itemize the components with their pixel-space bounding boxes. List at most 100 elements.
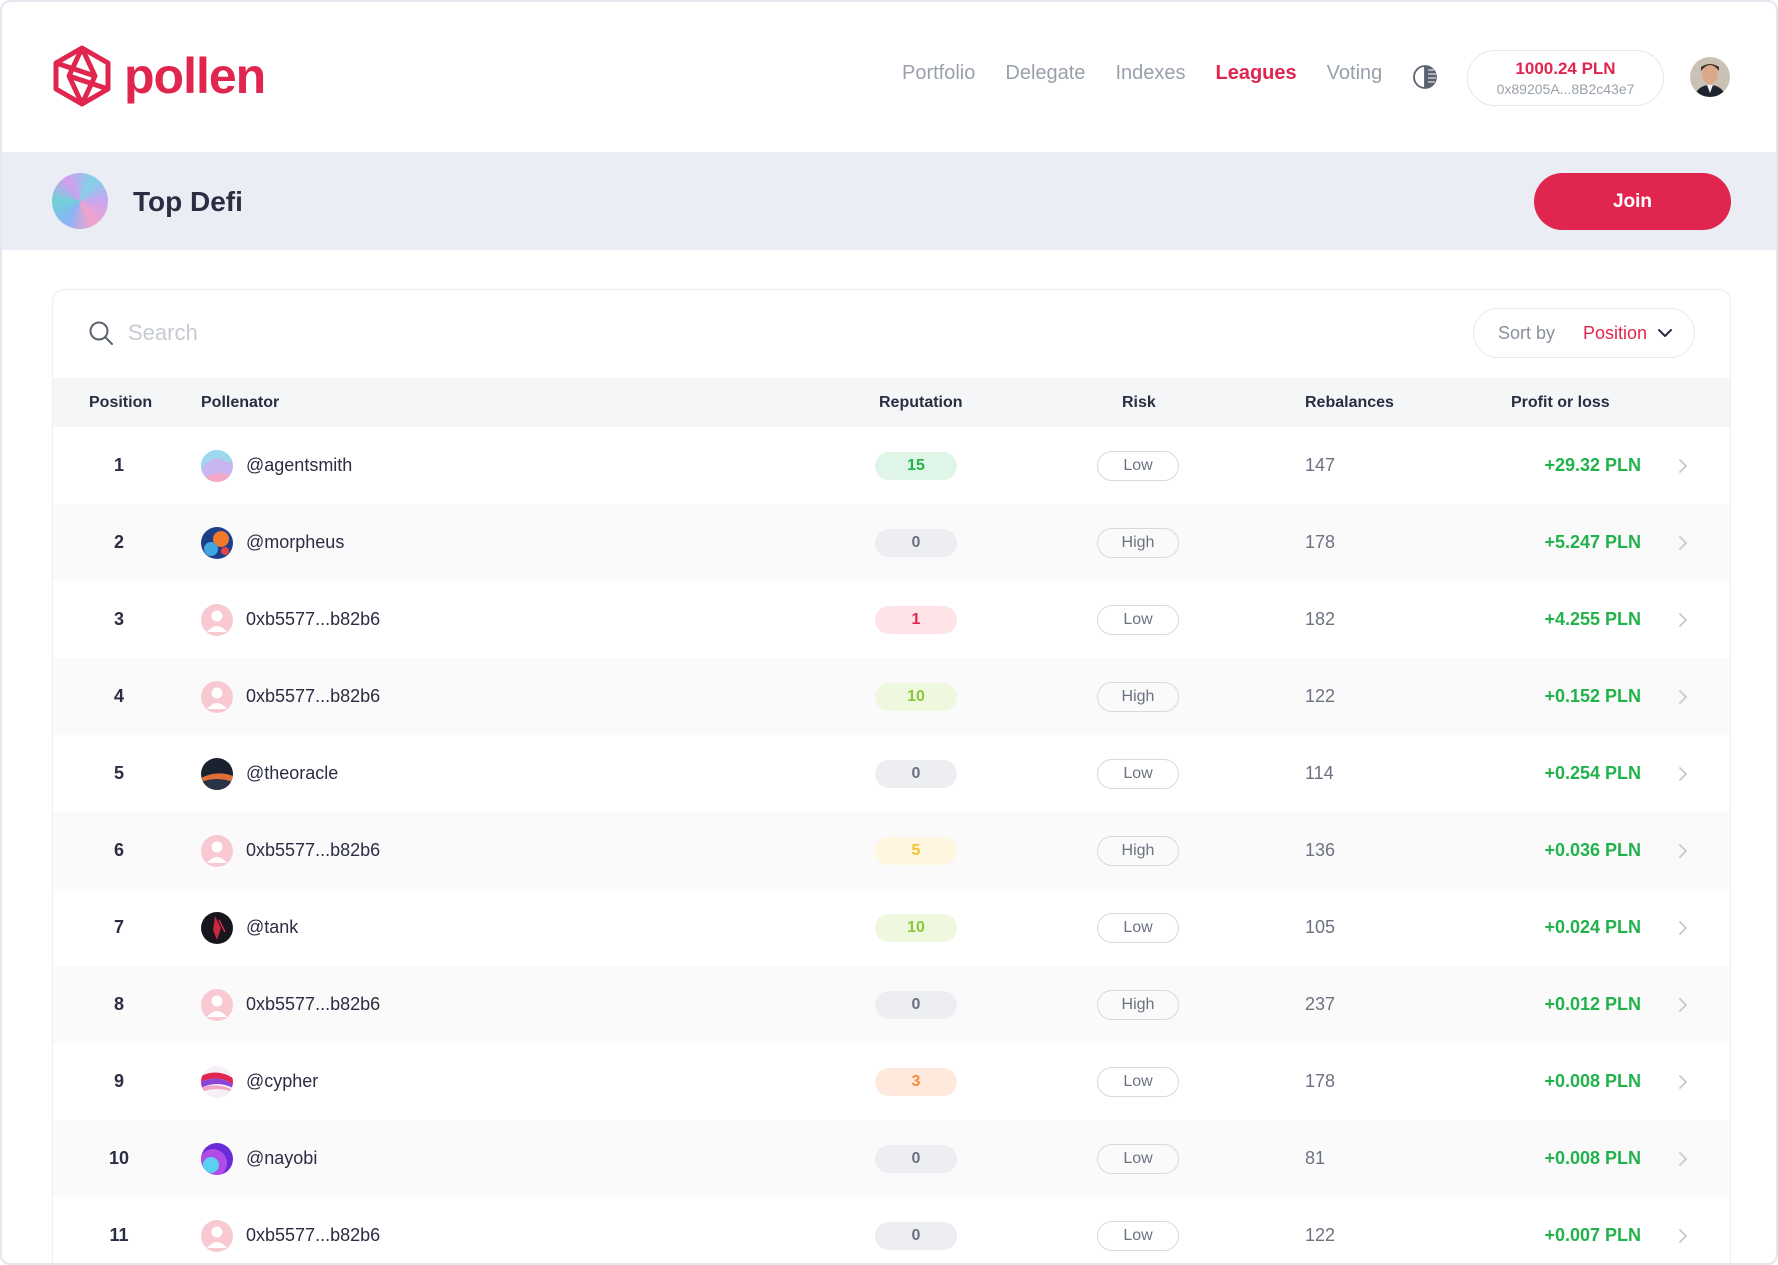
table-row[interactable]: 6 0xb5577...b82b6 5 High 136 +0.036 PLN bbox=[53, 812, 1730, 889]
reputation-badge: 15 bbox=[875, 451, 957, 480]
header-reputation[interactable]: Reputation bbox=[879, 394, 963, 411]
pollenator-name[interactable]: 0xb5577...b82b6 bbox=[246, 609, 381, 629]
table-row[interactable]: 2 @morpheus 0 High 178 +5.247 PLN bbox=[53, 504, 1730, 581]
league-banner: Top Defi Join bbox=[2, 152, 1776, 250]
pastel-swirl-avatar bbox=[201, 449, 233, 482]
pollenator-name[interactable]: @agentsmith bbox=[246, 455, 353, 475]
reputation-badge: 0 bbox=[875, 1221, 957, 1250]
theme-toggle-icon[interactable] bbox=[1412, 64, 1438, 90]
table-row[interactable]: 3 0xb5577...b82b6 1 Low 182 +4.255 PLN bbox=[53, 581, 1730, 658]
row-profit-or-loss: +0.254 PLN bbox=[1544, 763, 1641, 783]
sort-dropdown[interactable]: Sort by Position bbox=[1473, 308, 1695, 358]
header-risk[interactable]: Risk bbox=[1122, 394, 1156, 411]
pollenator-name[interactable]: @morpheus bbox=[246, 532, 345, 552]
nav-leagues[interactable]: Leagues bbox=[1215, 62, 1297, 84]
pollenator-name[interactable]: 0xb5577...b82b6 bbox=[246, 840, 381, 860]
header-pollenator[interactable]: Pollenator bbox=[201, 394, 280, 411]
wallet-button[interactable]: 1000.24 PLN 0x89205A...8B2c43e7 bbox=[1467, 50, 1664, 106]
row-risk: Low bbox=[1097, 735, 1179, 812]
row-risk: High bbox=[1097, 658, 1179, 735]
row-profit-or-loss: +0.008 PLN bbox=[1544, 1148, 1641, 1168]
row-pollenator: @agentsmith bbox=[201, 427, 352, 504]
row-reputation: 0 bbox=[875, 1197, 957, 1263]
row-profit-or-loss: +0.007 PLN bbox=[1544, 1225, 1641, 1245]
row-chevron[interactable] bbox=[1673, 581, 1693, 658]
row-position: 11 bbox=[109, 1225, 129, 1245]
reputation-badge: 0 bbox=[875, 990, 957, 1019]
nav-portfolio[interactable]: Portfolio bbox=[902, 62, 976, 84]
reputation-badge: 0 bbox=[875, 759, 957, 788]
row-position: 10 bbox=[108, 1148, 130, 1168]
default-user-avatar bbox=[201, 988, 233, 1021]
row-chevron[interactable] bbox=[1673, 504, 1693, 581]
chevron-right-icon bbox=[1679, 535, 1687, 550]
table-row[interactable]: 1 @agentsmith 15 Low 147 +29.32 PLN bbox=[53, 427, 1730, 504]
table-header: Position Pollenator Reputation Risk Reba… bbox=[53, 378, 1730, 427]
chevron-right-icon bbox=[1679, 920, 1687, 935]
header-rebalances[interactable]: Rebalances bbox=[1305, 394, 1394, 411]
risk-badge: Low bbox=[1097, 1066, 1179, 1097]
header-profit-or-loss[interactable]: Profit or loss bbox=[1511, 394, 1610, 411]
reputation-badge: 0 bbox=[875, 528, 957, 557]
nav-delegate[interactable]: Delegate bbox=[1005, 62, 1086, 84]
row-position: 1 bbox=[113, 455, 124, 475]
row-reputation: 0 bbox=[875, 1120, 957, 1197]
user-photo-icon bbox=[1690, 57, 1730, 97]
row-profit-or-loss: +0.036 PLN bbox=[1544, 840, 1641, 860]
brand-logo[interactable]: pollen bbox=[50, 44, 266, 108]
table-row[interactable]: 9 @cypher 3 Low 178 +0.008 PLN bbox=[53, 1043, 1730, 1120]
row-chevron[interactable] bbox=[1673, 966, 1693, 1043]
row-rebalances: 81 bbox=[1305, 1148, 1326, 1168]
row-chevron[interactable] bbox=[1673, 1043, 1693, 1120]
row-chevron[interactable] bbox=[1673, 1197, 1693, 1263]
sort-label: Sort by bbox=[1498, 322, 1556, 343]
table-row[interactable]: 7 @tank 10 Low 105 +0.024 PLN bbox=[53, 889, 1730, 966]
table-row[interactable]: 5 @theoracle 0 Low 114 +0.254 PLN bbox=[53, 735, 1730, 812]
row-reputation: 0 bbox=[875, 966, 957, 1043]
league-avatar bbox=[52, 173, 108, 229]
row-risk: Low bbox=[1097, 1120, 1179, 1197]
top-navigation-bar: pollen Portfolio Delegate Indexes League… bbox=[2, 2, 1776, 152]
row-pollenator: 0xb5577...b82b6 bbox=[201, 581, 380, 658]
pollenator-name[interactable]: @theoracle bbox=[246, 763, 339, 783]
chevron-right-icon bbox=[1679, 843, 1687, 858]
table-row[interactable]: 10 @nayobi 0 Low 81 +0.008 PLN bbox=[53, 1120, 1730, 1197]
user-avatar[interactable] bbox=[1690, 57, 1730, 97]
row-rebalances: 136 bbox=[1305, 840, 1336, 860]
row-reputation: 1 bbox=[875, 581, 957, 658]
search-input[interactable] bbox=[128, 320, 728, 346]
row-rebalances: 114 bbox=[1305, 763, 1334, 783]
nav-indexes[interactable]: Indexes bbox=[1115, 62, 1186, 84]
nav-voting[interactable]: Voting bbox=[1326, 62, 1383, 84]
pollenator-name[interactable]: @tank bbox=[246, 917, 299, 937]
row-risk: High bbox=[1097, 812, 1179, 889]
row-chevron[interactable] bbox=[1673, 735, 1693, 812]
row-rebalances: 122 bbox=[1305, 1225, 1336, 1245]
pollenator-name[interactable]: 0xb5577...b82b6 bbox=[246, 994, 381, 1014]
table-row[interactable]: 8 0xb5577...b82b6 0 High 237 +0.012 PLN bbox=[53, 966, 1730, 1043]
row-chevron[interactable] bbox=[1673, 812, 1693, 889]
row-position: 6 bbox=[113, 840, 124, 860]
row-profit-or-loss: +0.012 PLN bbox=[1544, 994, 1641, 1014]
row-chevron[interactable] bbox=[1673, 427, 1693, 504]
join-button[interactable]: Join bbox=[1534, 173, 1731, 230]
pollenator-name[interactable]: @nayobi bbox=[246, 1148, 318, 1168]
row-chevron[interactable] bbox=[1673, 658, 1693, 735]
default-user-avatar bbox=[201, 680, 233, 713]
row-risk: Low bbox=[1097, 1043, 1179, 1120]
row-chevron[interactable] bbox=[1673, 889, 1693, 966]
dark-red-figure-avatar bbox=[201, 911, 233, 944]
row-profit-or-loss: +0.024 PLN bbox=[1544, 917, 1641, 937]
purple-planet-avatar bbox=[201, 1142, 233, 1175]
reputation-badge: 10 bbox=[875, 682, 957, 711]
table-row[interactable]: 4 0xb5577...b82b6 10 High 122 +0.152 PLN bbox=[53, 658, 1730, 735]
row-chevron[interactable] bbox=[1673, 1120, 1693, 1197]
table-row[interactable]: 11 0xb5577...b82b6 0 Low 122 +0.007 PLN bbox=[53, 1197, 1730, 1263]
pollenator-name[interactable]: 0xb5577...b82b6 bbox=[246, 1225, 381, 1245]
row-risk: High bbox=[1097, 504, 1179, 581]
pollenator-name[interactable]: 0xb5577...b82b6 bbox=[246, 686, 381, 706]
leaderboard-rows: 1 @agentsmith 15 Low 147 +29.32 PLN 2 @m… bbox=[53, 427, 1730, 1263]
pollenator-name[interactable]: @cypher bbox=[246, 1071, 319, 1091]
row-position: 8 bbox=[113, 994, 124, 1014]
header-position[interactable]: Position bbox=[89, 394, 153, 411]
